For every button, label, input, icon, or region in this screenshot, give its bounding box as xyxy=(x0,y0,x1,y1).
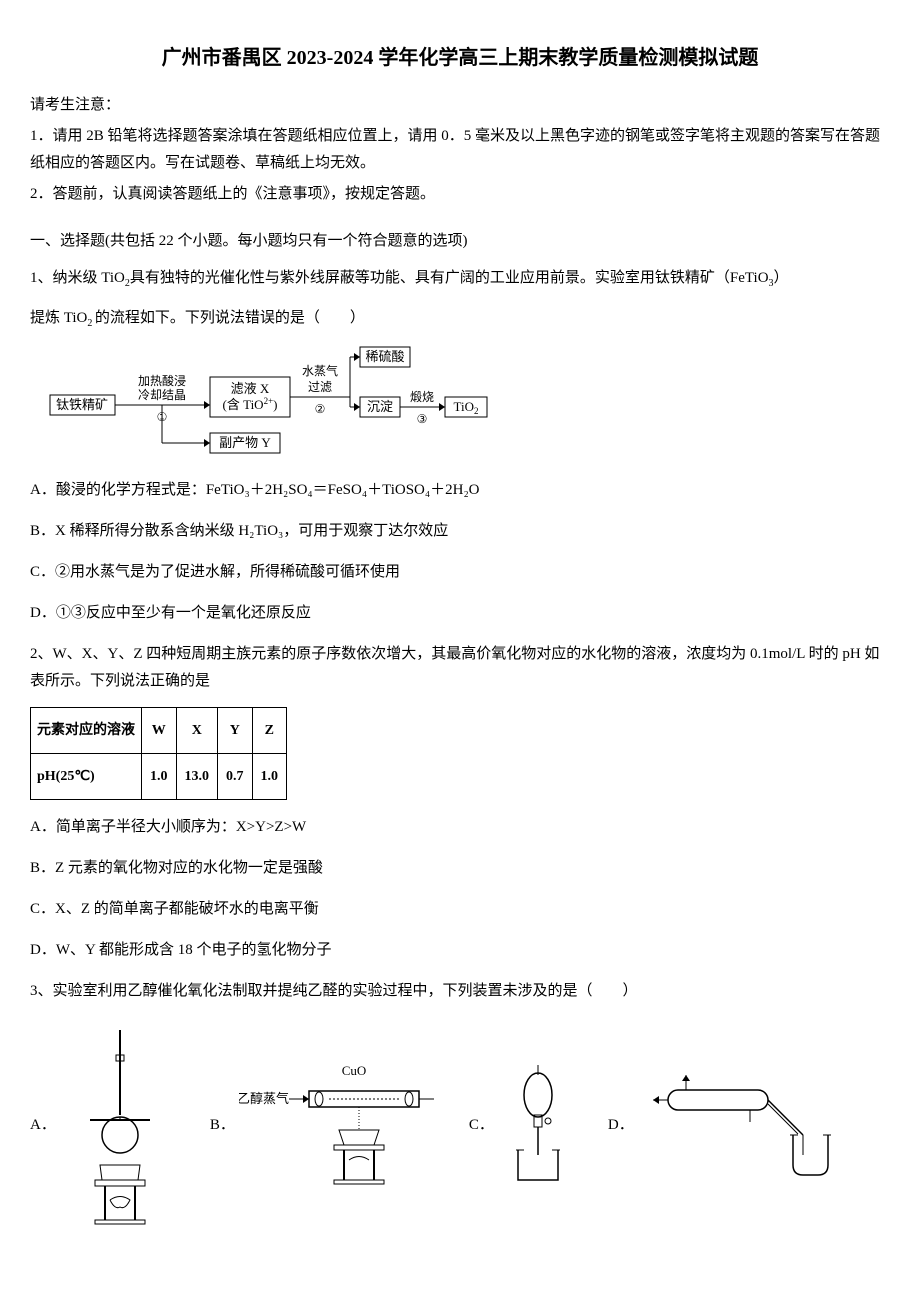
q3-choices: A． B． 乙醇蒸气 CuO xyxy=(30,1025,890,1225)
table-cell: Z xyxy=(252,708,287,754)
q2-option-b: B．Z 元素的氧化物对应的水化物一定是强酸 xyxy=(30,855,890,882)
choice-c-label: C． xyxy=(469,1112,494,1139)
flow-arrow2-bottom: 过滤 xyxy=(308,380,332,394)
page-title: 广州市番禺区 2023-2024 学年化学高三上期末教学质量检测模拟试题 xyxy=(30,40,890,76)
flow-box6: TiO2 xyxy=(454,399,479,416)
q2-option-d: D．W、Y 都能形成含 18 个电子的氢化物分子 xyxy=(30,937,890,964)
flow-box3: 副产物 Y xyxy=(219,435,271,450)
question-3: 3、实验室利用乙醇催化氧化法制取并提纯乙醛的实验过程中，下列装置未涉及的是（ ）… xyxy=(30,978,890,1225)
table-cell: 1.0 xyxy=(142,754,177,800)
q1-option-a: A．酸浸的化学方程式是：FeTiO₃＋2H₂SO₄＝FeSO₄＋TiOSO₄＋2… xyxy=(30,477,890,504)
flow-box4: 稀硫酸 xyxy=(365,349,404,364)
table-cell: 13.0 xyxy=(176,754,218,800)
choice-a-label: A． xyxy=(30,1112,56,1139)
flow-box2-bot: (含 TiO2+) xyxy=(223,396,278,412)
flow-box2-top: 滤液 X xyxy=(231,381,270,396)
flow-circle3: ③ xyxy=(417,412,428,426)
table-cell: 0.7 xyxy=(218,754,253,800)
choice-a: A． xyxy=(30,1025,180,1225)
q1-flowchart: 稀硫酸 钛铁精矿 加热酸浸 冷却结晶 ① 滤液 X (含 TiO2+) 副产物 … xyxy=(30,345,890,465)
flow-box1: 钛铁精矿 xyxy=(56,397,108,412)
q1-text-d: 提炼 TiO xyxy=(30,310,87,326)
flow-circle2: ② xyxy=(315,402,326,416)
q2-text: 2、W、X、Y、Z 四种短周期主族元素的原子序数依次增大，其最高价氧化物对应的水… xyxy=(30,641,890,695)
q2-table: 元素对应的溶液 W X Y Z pH(25℃) 1.0 13.0 0.7 1.0 xyxy=(30,707,287,800)
apparatus-d-icon xyxy=(638,1060,838,1190)
table-row: pH(25℃) 1.0 13.0 0.7 1.0 xyxy=(31,754,287,800)
table-row: 元素对应的溶液 W X Y Z xyxy=(31,708,287,754)
section-1-header: 一、选择题(共包括 22 个小题。每小题均只有一个符合题意的选项) xyxy=(30,228,890,255)
question-1: 1、纳米级 TiO 2 具有独特的光催化性与紫外线屏蔽等功能、具有广阔的工业应用前景… xyxy=(30,265,890,627)
table-cell: pH(25℃) xyxy=(31,754,142,800)
q2-option-c: C．X、Z 的简单离子都能破坏水的电离平衡 xyxy=(30,896,890,923)
flow-arrow1-top: 加热酸浸 xyxy=(138,373,186,388)
table-cell: 1.0 xyxy=(252,754,287,800)
svg-text:CuO: CuO xyxy=(342,1063,367,1078)
apparatus-a-icon xyxy=(60,1025,180,1225)
q1-text-2: 提炼 TiO2 的流程如下。下列说法错误的是（ ） xyxy=(30,305,890,333)
table-cell: 元素对应的溶液 xyxy=(31,708,142,754)
flow-box5: 沉淀 xyxy=(367,399,393,414)
choice-d-label: D． xyxy=(608,1112,634,1139)
flow-arrow2-top: 水蒸气 xyxy=(302,363,338,378)
table-cell: W xyxy=(142,708,177,754)
sub-2b: 2 xyxy=(87,318,95,329)
flow-arrow3: 煅烧 xyxy=(410,389,434,404)
table-cell: Y xyxy=(218,708,253,754)
q2-option-a: A．简单离子半径大小顺序为：X>Y>Z>W xyxy=(30,814,890,841)
choice-b-label: B． xyxy=(210,1112,235,1139)
q1-text-e: 的流程如下。下列说法错误的是（ ） xyxy=(95,310,365,326)
apparatus-c-icon xyxy=(498,1060,578,1190)
q1-option-c: C．②用水蒸气是为了促进水解，所得稀硫酸可循环使用 xyxy=(30,559,890,586)
instruction-2: 2．答题前，认真阅读答题纸上的《注意事项》，按规定答题。 xyxy=(30,181,890,208)
q1-text-b: 具有独特的光催化性与紫外线屏蔽等功能、具有广阔的工业应用前景。实验室用钛铁精矿（… xyxy=(130,270,769,286)
instruction-1: 1．请用 2B 铅笔将选择题答案涂填在答题纸相应位置上，请用 0．5 毫米及以上… xyxy=(30,123,890,177)
q1-text: 1、纳米级 TiO2具有独特的光催化性与紫外线屏蔽等功能、具有广阔的工业应用前景… xyxy=(30,265,890,293)
choice-b: B． 乙醇蒸气 CuO xyxy=(210,1055,439,1195)
choice-c: C． xyxy=(469,1060,578,1190)
table-cell: X xyxy=(176,708,218,754)
q1-text-c: ） xyxy=(774,270,789,286)
q1-text-a: 1、纳米级 TiO xyxy=(30,270,125,286)
q1-option-d: D．①③反应中至少有一个是氧化还原反应 xyxy=(30,600,890,627)
choice-d: D． xyxy=(608,1060,838,1190)
svg-text:乙醇蒸气: 乙醇蒸气 xyxy=(239,1091,289,1106)
instructions-header: 请考生注意： xyxy=(30,92,890,119)
question-2: 2、W、X、Y、Z 四种短周期主族元素的原子序数依次增大，其最高价氧化物对应的水… xyxy=(30,641,890,964)
apparatus-b-icon: 乙醇蒸气 CuO xyxy=(239,1055,439,1195)
q3-text: 3、实验室利用乙醇催化氧化法制取并提纯乙醛的实验过程中，下列装置未涉及的是（ ） xyxy=(30,978,890,1005)
flow-arrow1-bottom: 冷却结晶 xyxy=(138,388,186,402)
q1-option-b: B．X 稀释所得分散系含纳米级 H₂TiO₃，可用于观察丁达尔效应 xyxy=(30,518,890,545)
